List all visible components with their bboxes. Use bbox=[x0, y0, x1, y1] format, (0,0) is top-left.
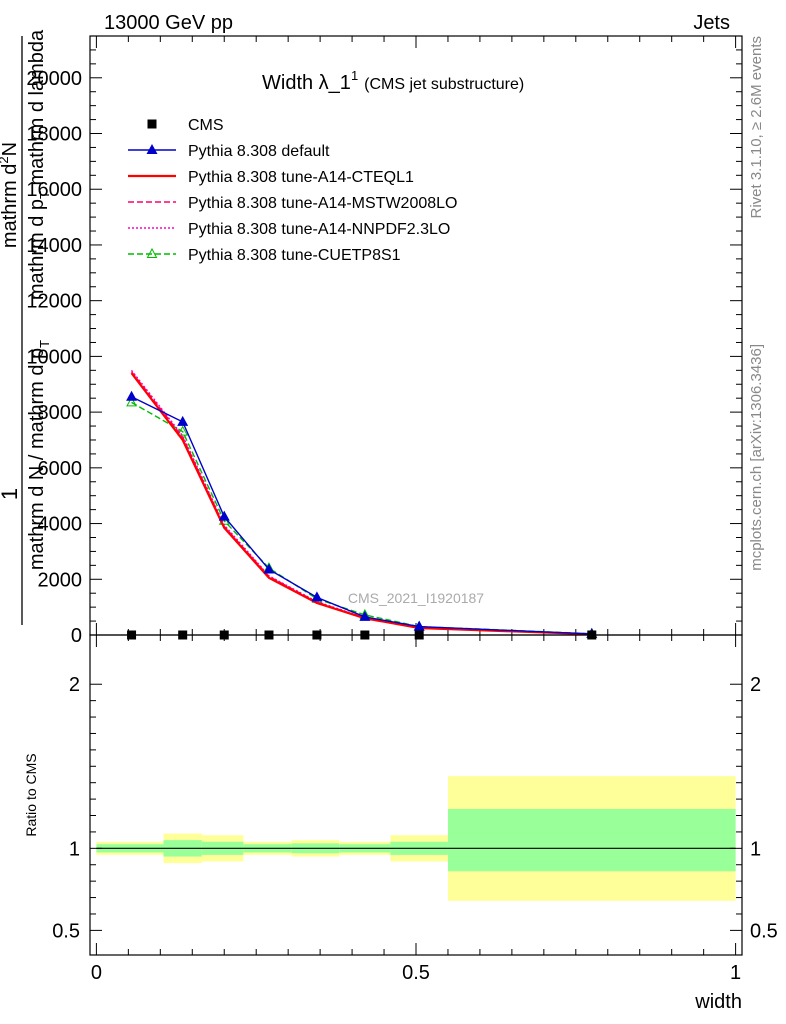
ratio-x-axis: 0 0.5 1 bbox=[91, 635, 741, 984]
y-tick-label: 20000 bbox=[26, 68, 82, 90]
main-x-axis bbox=[95, 36, 737, 635]
data-point-cuetp bbox=[126, 396, 137, 407]
watermark: CMS_2021_I1920187 bbox=[348, 590, 484, 606]
ratio-ylabel: Ratio to CMS bbox=[23, 753, 39, 836]
data-point-default bbox=[413, 620, 425, 631]
data-point-default bbox=[218, 510, 230, 521]
ratio-bands bbox=[96, 776, 736, 901]
ratio-y-tick-label-right: 1 bbox=[750, 838, 761, 860]
mcplots-label: mcplots.cern.ch [arXiv:1306.3436] bbox=[748, 344, 765, 571]
legend-label-cuetp: Pythia 8.308 tune-CUETP8S1 bbox=[188, 247, 401, 264]
data-point-default bbox=[359, 610, 371, 621]
series-line-cteql1 bbox=[130, 372, 592, 636]
legend: CMS Pythia 8.308 default Pythia 8.308 tune… bbox=[128, 117, 457, 264]
data-point-default bbox=[126, 390, 138, 401]
x-tick-label: 0.5 bbox=[402, 962, 430, 984]
legend-label-nnpdf: Pythia 8.308 tune-A14-NNPDF2.3LO bbox=[188, 221, 450, 238]
y-tick-label: 10000 bbox=[26, 346, 82, 368]
y-tick-label: 2000 bbox=[38, 569, 83, 591]
series-line-default bbox=[131, 396, 592, 635]
ratio-y-tick-label: 1 bbox=[69, 838, 80, 860]
ratio-y-tick-label: 2 bbox=[69, 674, 80, 696]
ratio-y-tick-label-right: 0.5 bbox=[750, 920, 778, 942]
main-series-group bbox=[126, 369, 598, 640]
process-label: Jets bbox=[693, 12, 730, 34]
y-tick-label: 14000 bbox=[26, 235, 82, 257]
x-tick-label: 1 bbox=[730, 962, 741, 984]
legend-label-mstw: Pythia 8.308 tune-A14-MSTW2008LO bbox=[188, 195, 457, 212]
ratio-y-axis: 0.5 0.5 1 1 2 2 bbox=[52, 674, 778, 942]
main-title: Width λ_11(CMS jet substructure) bbox=[262, 68, 524, 94]
x-axis-label: width bbox=[694, 991, 742, 1013]
y-tick-label: 16000 bbox=[26, 179, 82, 201]
main-ylabel: 1 mathrm d N / mathrm d pT mathrm d2N ma… bbox=[0, 29, 52, 625]
legend-label-cms: CMS bbox=[188, 117, 224, 134]
y-tick-label: 0 bbox=[71, 625, 82, 647]
x-tick-label: 0 bbox=[91, 962, 102, 984]
data-point-default bbox=[263, 563, 275, 574]
ylabel-left-denominator: mathrm d N / mathrm d pT bbox=[26, 340, 52, 570]
legend-marker-default bbox=[146, 144, 158, 154]
ratio-plot: 0.5 0.51 12 2 0 0.5 1 Ratio to CMS width bbox=[23, 634, 778, 1013]
ratio-y-tick-label-right: 2 bbox=[750, 674, 761, 696]
data-point-default bbox=[177, 415, 189, 426]
data-point-default bbox=[311, 591, 323, 602]
legend-marker-cms bbox=[147, 119, 157, 129]
y-tick-label: 12000 bbox=[26, 291, 82, 313]
rivet-label: Rivet 3.1.10, ≥ 2.6M events bbox=[748, 36, 765, 219]
legend-label-default: Pythia 8.308 default bbox=[188, 143, 330, 160]
ratio-band-inner bbox=[447, 808, 736, 872]
y-tick-label: 6000 bbox=[38, 458, 83, 480]
ylabel-one: 1 bbox=[0, 488, 22, 500]
energy-label: 13000 GeV pp bbox=[104, 12, 233, 34]
y-tick-label: 18000 bbox=[26, 124, 82, 146]
ylabel-right-numerator: mathrm d2N bbox=[0, 142, 21, 248]
ratio-y-tick-label: 0.5 bbox=[52, 920, 80, 942]
ylabel-right-denominator: mathrm d pT mathrm d lambda bbox=[26, 29, 52, 300]
y-tick-label: 4000 bbox=[38, 514, 83, 536]
series-line-cuetp bbox=[131, 401, 592, 635]
legend-label-cteql1: Pythia 8.308 tune-A14-CTEQL1 bbox=[188, 169, 414, 186]
main-plot: 0 2000 4000 6000 8000 10000 12000 14000 16000 180… bbox=[26, 35, 743, 647]
data-point-cuetp bbox=[177, 425, 189, 436]
main-y-axis: 0 2000 4000 6000 8000 10000 12000 14000 16000 180… bbox=[26, 35, 742, 647]
legend-marker-cuetp bbox=[146, 247, 158, 258]
y-tick-label: 8000 bbox=[38, 402, 83, 424]
